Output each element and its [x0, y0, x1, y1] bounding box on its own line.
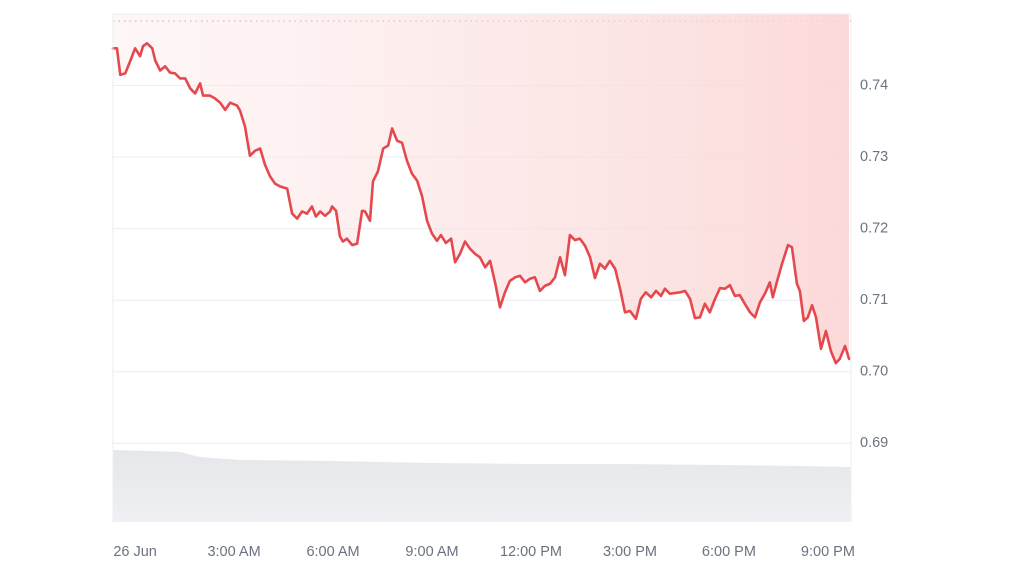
y-tick-label: 0.73	[860, 149, 888, 165]
plot	[111, 14, 851, 365]
x-tick-label: 3:00 PM	[603, 544, 657, 560]
x-tick-label: 3:00 AM	[207, 544, 260, 560]
axis-labels: 0.69 0.70 0.71 0.72 0.73 0.74 26 Jun 3:00 AM 6:0…	[113, 77, 888, 559]
y-tick-label: 0.74	[860, 77, 888, 93]
x-tick-label: 26 Jun	[113, 544, 157, 560]
x-tick-label: 9:00 AM	[405, 544, 458, 560]
y-tick-label: 0.69	[860, 435, 888, 451]
y-tick-label: 0.70	[860, 364, 888, 380]
y-tick-label: 0.72	[860, 220, 888, 236]
x-tick-label: 6:00 PM	[702, 544, 756, 560]
x-tick-label: 9:00 PM	[801, 544, 855, 560]
x-tick-label: 6:00 AM	[306, 544, 359, 560]
price-line	[111, 42, 851, 365]
price-area	[113, 14, 850, 364]
x-tick-label: 12:00 PM	[500, 544, 562, 560]
y-tick-label: 0.71	[860, 292, 888, 308]
volume-area	[113, 450, 851, 522]
